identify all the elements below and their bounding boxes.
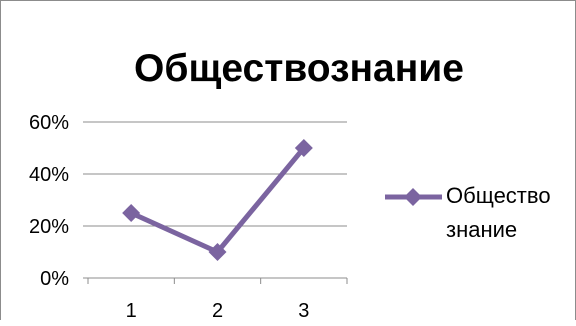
legend-marker	[404, 188, 422, 206]
legend: Общество знание	[385, 183, 551, 242]
y-tick-label: 0%	[40, 268, 69, 290]
y-axis-ticks	[83, 121, 88, 279]
x-axis-ticks	[87, 278, 348, 284]
data-point-marker	[294, 139, 313, 157]
data-point-marker	[208, 243, 227, 261]
y-tick-label: 40%	[29, 164, 69, 186]
x-tick-label: 3	[298, 300, 309, 321]
x-tick-label: 1	[126, 300, 137, 321]
chart-title: Обществознание	[134, 47, 464, 90]
y-tick-label: 20%	[29, 216, 69, 238]
y-axis-labels: 0% 20% 40% 60%	[29, 112, 69, 290]
legend-label-line1: Общество	[446, 183, 551, 208]
legend-label-line2: знание	[446, 217, 517, 242]
series-line	[128, 145, 307, 255]
x-tick-label: 2	[212, 300, 223, 321]
data-point-marker	[122, 204, 141, 222]
x-axis-labels: 1 2 3	[126, 300, 310, 322]
series-group	[122, 139, 313, 261]
y-tick-label: 60%	[29, 112, 69, 134]
gridlines	[88, 121, 347, 227]
